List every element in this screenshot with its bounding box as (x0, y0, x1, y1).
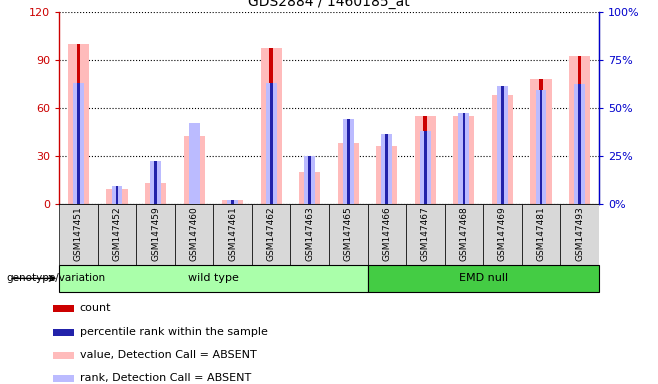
Bar (153, 183, 157, 204)
Bar (270, 83, 272, 204)
FancyBboxPatch shape (213, 204, 252, 265)
FancyBboxPatch shape (406, 204, 445, 265)
Text: GSM147452: GSM147452 (113, 207, 122, 261)
Bar (222, 200, 243, 204)
Bar (424, 131, 426, 204)
Text: percentile rank within the sample: percentile rank within the sample (80, 328, 268, 338)
Bar (578, 84, 581, 204)
FancyBboxPatch shape (290, 204, 329, 265)
Bar (497, 86, 508, 204)
Bar (569, 56, 590, 204)
Bar (346, 143, 350, 204)
Text: wild type: wild type (188, 273, 239, 283)
Bar (578, 56, 582, 204)
Bar (68, 43, 89, 204)
Bar (53, 329, 74, 336)
Bar (309, 156, 311, 204)
Bar (184, 136, 205, 204)
Bar (376, 146, 397, 204)
Bar (299, 172, 320, 204)
Text: GSM147459: GSM147459 (151, 207, 160, 262)
Bar (347, 119, 349, 204)
Bar (266, 83, 276, 204)
Bar (368, 265, 599, 292)
Text: EMD null: EMD null (459, 273, 508, 283)
Text: GSM147467: GSM147467 (421, 207, 430, 262)
Bar (150, 161, 161, 204)
Bar (415, 116, 436, 204)
Bar (53, 352, 74, 359)
Bar (107, 189, 128, 204)
Bar (574, 84, 585, 204)
Text: GSM147481: GSM147481 (536, 207, 545, 262)
Bar (189, 123, 199, 204)
Title: GDS2884 / 1460185_at: GDS2884 / 1460185_at (248, 0, 410, 9)
Bar (53, 305, 74, 312)
Bar (492, 95, 513, 204)
FancyBboxPatch shape (445, 204, 483, 265)
Bar (459, 113, 469, 204)
Text: genotype/variation: genotype/variation (7, 273, 106, 283)
Bar (154, 161, 157, 204)
Bar (112, 186, 122, 204)
Bar (192, 136, 196, 204)
Bar (420, 131, 431, 204)
Bar (386, 134, 388, 204)
Bar (261, 48, 282, 204)
Bar (382, 134, 392, 204)
FancyBboxPatch shape (59, 204, 98, 265)
Bar (59, 265, 368, 292)
Bar (305, 156, 315, 204)
Bar (232, 200, 234, 204)
Text: GSM147460: GSM147460 (190, 207, 199, 262)
Bar (73, 83, 84, 204)
Bar (338, 143, 359, 204)
Bar (227, 200, 238, 204)
FancyBboxPatch shape (483, 204, 522, 265)
Bar (53, 375, 74, 382)
Bar (536, 90, 546, 204)
Text: GSM147451: GSM147451 (74, 207, 83, 262)
Bar (76, 43, 80, 204)
Text: GSM147465: GSM147465 (343, 207, 353, 262)
Text: count: count (80, 303, 111, 313)
Bar (116, 186, 118, 204)
Text: GSM147463: GSM147463 (305, 207, 315, 262)
Text: GSM147466: GSM147466 (382, 207, 392, 262)
FancyBboxPatch shape (136, 204, 175, 265)
Bar (145, 183, 166, 204)
Bar (463, 113, 465, 204)
Bar (308, 172, 312, 204)
FancyBboxPatch shape (175, 204, 213, 265)
Text: value, Detection Call = ABSENT: value, Detection Call = ABSENT (80, 351, 257, 361)
FancyBboxPatch shape (560, 204, 599, 265)
Bar (77, 83, 80, 204)
Bar (539, 79, 543, 204)
FancyBboxPatch shape (368, 204, 406, 265)
Text: GSM147468: GSM147468 (459, 207, 468, 262)
Bar (423, 116, 427, 204)
Text: rank, Detection Call = ABSENT: rank, Detection Call = ABSENT (80, 374, 251, 384)
Bar (501, 95, 504, 204)
Text: GSM147461: GSM147461 (228, 207, 237, 262)
FancyBboxPatch shape (329, 204, 368, 265)
Bar (343, 119, 353, 204)
FancyBboxPatch shape (522, 204, 560, 265)
Text: GSM147469: GSM147469 (498, 207, 507, 262)
Bar (269, 48, 273, 204)
FancyBboxPatch shape (98, 204, 136, 265)
Bar (453, 116, 474, 204)
Bar (530, 79, 551, 204)
Text: GSM147493: GSM147493 (575, 207, 584, 262)
Bar (462, 116, 466, 204)
Bar (540, 90, 542, 204)
Text: GSM147462: GSM147462 (266, 207, 276, 261)
Bar (501, 86, 504, 204)
FancyBboxPatch shape (252, 204, 290, 265)
